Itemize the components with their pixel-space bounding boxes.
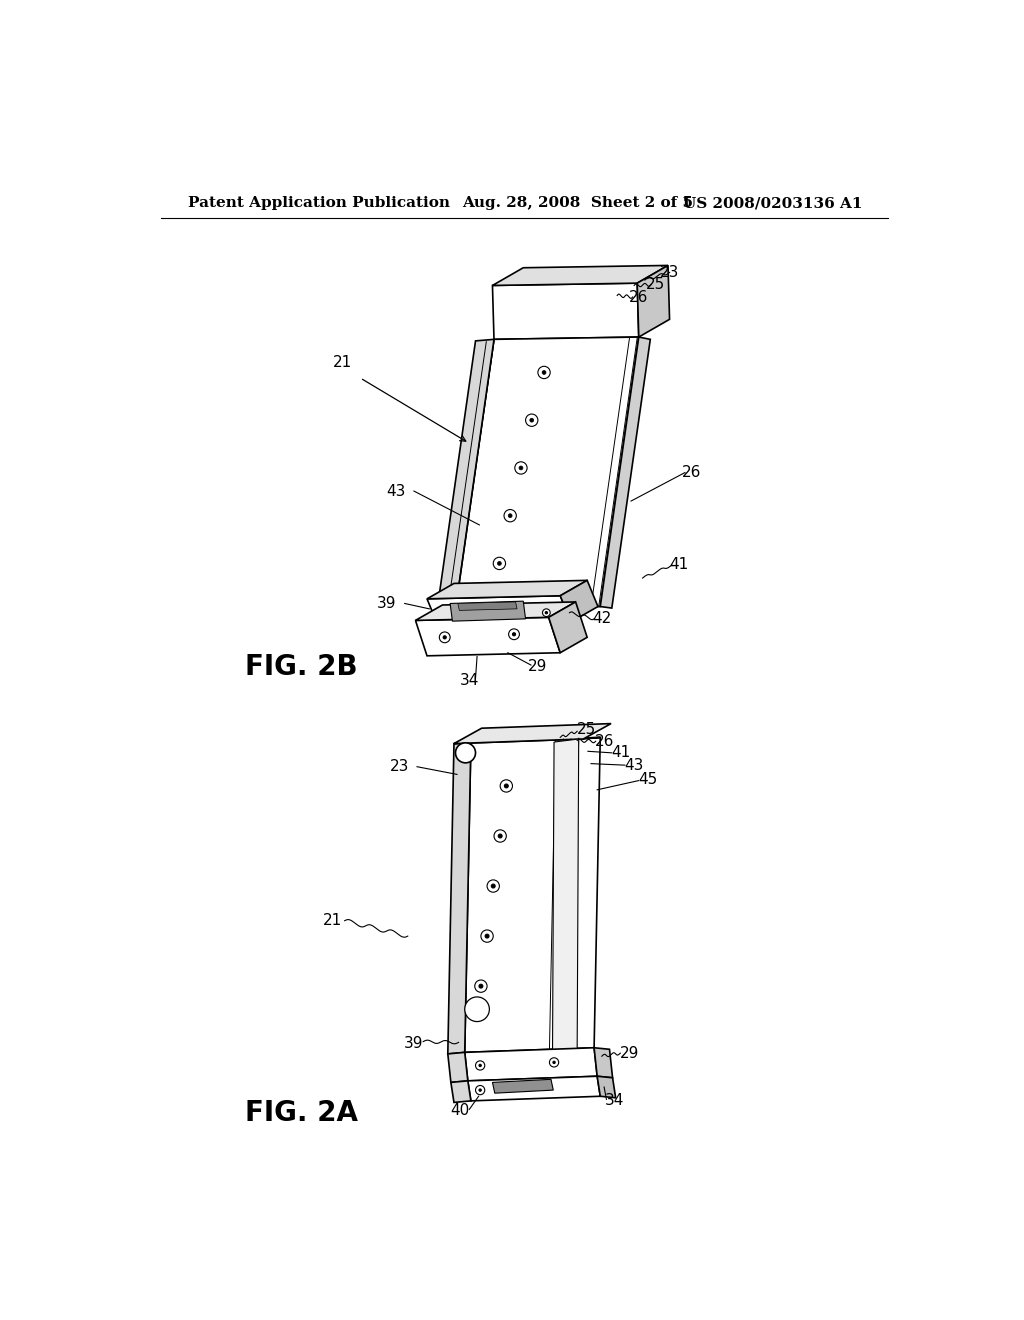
Circle shape	[499, 834, 502, 838]
Text: 39: 39	[377, 595, 396, 611]
Text: Aug. 28, 2008  Sheet 2 of 5: Aug. 28, 2008 Sheet 2 of 5	[462, 197, 692, 210]
Circle shape	[529, 418, 534, 422]
Circle shape	[498, 561, 502, 565]
Circle shape	[504, 510, 516, 521]
Circle shape	[443, 636, 446, 639]
Polygon shape	[447, 742, 471, 1053]
Circle shape	[509, 628, 519, 640]
Text: 29: 29	[527, 659, 547, 675]
Circle shape	[475, 1085, 484, 1094]
Text: FIG. 2B: FIG. 2B	[245, 652, 357, 681]
Polygon shape	[553, 739, 579, 1052]
Polygon shape	[493, 1080, 553, 1093]
Text: Patent Application Publication: Patent Application Publication	[188, 197, 451, 210]
Text: 34: 34	[604, 1093, 624, 1109]
Text: 26: 26	[681, 465, 700, 480]
Polygon shape	[493, 284, 639, 339]
Text: 26: 26	[629, 289, 648, 305]
Text: 43: 43	[386, 483, 406, 499]
Text: 26: 26	[594, 734, 613, 748]
Circle shape	[479, 985, 483, 989]
Polygon shape	[451, 601, 525, 622]
Text: 42: 42	[592, 611, 611, 627]
Circle shape	[508, 513, 512, 517]
Circle shape	[481, 929, 494, 942]
Text: 23: 23	[659, 265, 679, 280]
Polygon shape	[454, 738, 600, 743]
Text: 43: 43	[625, 758, 644, 772]
Text: FIG. 2A: FIG. 2A	[245, 1100, 357, 1127]
Text: US 2008/0203136 A1: US 2008/0203136 A1	[683, 197, 862, 210]
Polygon shape	[451, 1081, 471, 1102]
Circle shape	[542, 371, 546, 375]
Polygon shape	[416, 602, 575, 620]
Circle shape	[519, 466, 523, 470]
Circle shape	[538, 367, 550, 379]
Polygon shape	[594, 1048, 612, 1077]
Polygon shape	[600, 337, 650, 609]
Polygon shape	[427, 581, 587, 599]
Text: 21: 21	[323, 913, 342, 928]
Polygon shape	[437, 339, 494, 610]
Circle shape	[550, 1057, 559, 1067]
Circle shape	[479, 1089, 481, 1092]
Polygon shape	[458, 602, 517, 610]
Polygon shape	[427, 595, 571, 626]
Circle shape	[487, 880, 500, 892]
Polygon shape	[456, 337, 639, 609]
Circle shape	[494, 830, 506, 842]
Circle shape	[475, 979, 487, 993]
Text: 45: 45	[638, 772, 657, 787]
Circle shape	[479, 1064, 481, 1067]
Circle shape	[492, 884, 496, 888]
Text: 41: 41	[611, 746, 631, 760]
Circle shape	[505, 784, 508, 788]
Circle shape	[456, 743, 475, 763]
Polygon shape	[465, 1048, 597, 1081]
Text: 25: 25	[577, 722, 596, 738]
Text: 21: 21	[333, 355, 352, 370]
Circle shape	[553, 1061, 555, 1064]
Circle shape	[515, 462, 527, 474]
Polygon shape	[637, 265, 670, 337]
Circle shape	[545, 611, 548, 614]
Circle shape	[494, 557, 506, 570]
Text: 23: 23	[390, 759, 410, 775]
Polygon shape	[493, 265, 668, 285]
Circle shape	[525, 414, 538, 426]
Circle shape	[485, 935, 489, 939]
Text: 39: 39	[404, 1036, 424, 1052]
Polygon shape	[454, 723, 611, 743]
Polygon shape	[597, 1076, 615, 1098]
Circle shape	[439, 632, 451, 643]
Polygon shape	[465, 738, 600, 1052]
Polygon shape	[468, 1076, 600, 1101]
Text: 40: 40	[451, 1104, 470, 1118]
Circle shape	[512, 632, 515, 636]
Text: 41: 41	[669, 557, 688, 573]
Text: 29: 29	[620, 1045, 639, 1061]
Polygon shape	[549, 602, 587, 653]
Text: 25: 25	[646, 277, 666, 292]
Circle shape	[475, 1061, 484, 1071]
Circle shape	[543, 609, 550, 616]
Circle shape	[465, 997, 489, 1022]
Polygon shape	[416, 618, 560, 656]
Circle shape	[500, 780, 512, 792]
Polygon shape	[560, 581, 598, 622]
Polygon shape	[447, 1052, 468, 1082]
Text: 34: 34	[460, 673, 479, 688]
